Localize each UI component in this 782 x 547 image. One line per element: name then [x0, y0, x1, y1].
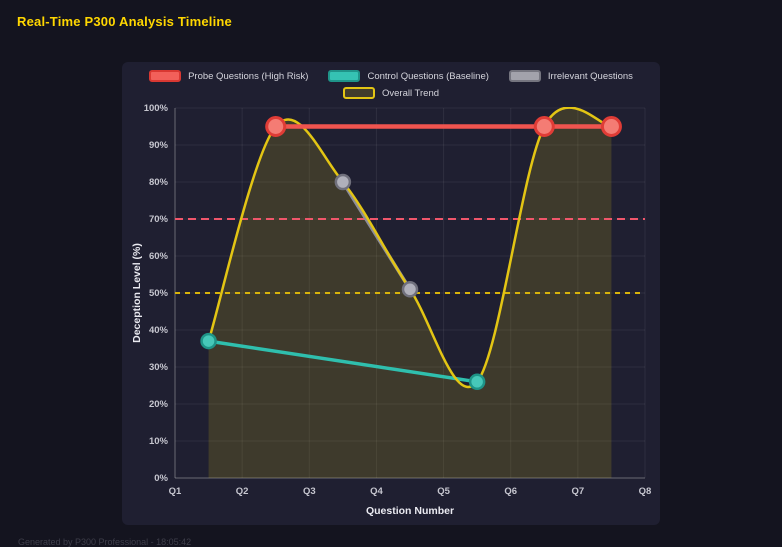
legend-item[interactable]: Irrelevant Questions: [508, 70, 633, 82]
timeline-chart[interactable]: Q1 Q2 Q3 Q4 Q5 Q6 Q7 Q8 0% 10% 20% 30% 40% 50% 60% 70% 8…: [122, 62, 660, 525]
svg-text:80%: 80%: [149, 177, 169, 188]
legend-label: Control Questions (Baseline): [367, 70, 489, 82]
svg-text:Q5: Q5: [437, 486, 450, 497]
svg-text:Q2: Q2: [236, 486, 249, 497]
svg-text:10%: 10%: [149, 436, 169, 447]
legend-label: Overall Trend: [381, 87, 440, 99]
legend-label: Irrelevant Questions: [547, 70, 633, 82]
series-line: [206, 339, 479, 384]
svg-text:Q6: Q6: [504, 486, 517, 497]
chart-panel: Probe Questions (High Risk) Control Quest…: [122, 62, 660, 525]
legend-item[interactable]: Probe Questions (High Risk): [149, 70, 308, 82]
svg-text:60%: 60%: [149, 251, 169, 262]
svg-text:70%: 70%: [149, 214, 169, 225]
chart-legend: Probe Questions (High Risk) Control Quest…: [122, 70, 660, 99]
svg-text:100%: 100%: [144, 103, 169, 114]
svg-text:Q3: Q3: [303, 486, 316, 497]
svg-text:30%: 30%: [149, 362, 169, 373]
svg-text:20%: 20%: [149, 399, 169, 410]
data-point[interactable]: [468, 373, 486, 391]
data-point[interactable]: [200, 332, 217, 350]
data-point[interactable]: [265, 116, 287, 137]
legend-row-1: Probe Questions (High Risk) Control Quest…: [149, 70, 633, 82]
legend-swatch-icon: [508, 70, 541, 82]
svg-text:40%: 40%: [149, 325, 169, 336]
legend-row-2: Overall Trend: [342, 87, 440, 99]
svg-text:Q8: Q8: [639, 486, 652, 497]
legend-label: Probe Questions (High Risk): [188, 70, 309, 82]
data-point[interactable]: [401, 281, 419, 298]
axis-tick-labels: Q1 Q2 Q3 Q4 Q5 Q6 Q7 Q8 0% 10% 20% 30% 40% 50% 60% 70% 8…: [144, 103, 652, 497]
data-point[interactable]: [600, 116, 622, 137]
svg-text:0%: 0%: [154, 473, 168, 484]
svg-text:50%: 50%: [149, 288, 169, 299]
x-axis-title: Question Number: [365, 505, 455, 517]
footer-note: Generated by P300 Professional - 18:05:4…: [18, 537, 192, 547]
page-title: Real-Time P300 Analysis Timeline: [17, 14, 232, 29]
legend-swatch-icon: [149, 70, 182, 82]
data-point[interactable]: [334, 173, 352, 191]
svg-text:Q4: Q4: [370, 486, 383, 497]
svg-text:Q1: Q1: [169, 486, 182, 497]
legend-swatch-icon: [328, 70, 361, 82]
legend-item[interactable]: Overall Trend: [342, 87, 440, 99]
svg-text:Q7: Q7: [572, 486, 585, 497]
data-point[interactable]: [533, 116, 555, 137]
legend-item[interactable]: Control Questions (Baseline): [328, 70, 489, 82]
svg-text:90%: 90%: [149, 140, 169, 151]
y-axis-title: Deception Level (%): [131, 243, 143, 343]
legend-swatch-icon: [342, 87, 375, 99]
